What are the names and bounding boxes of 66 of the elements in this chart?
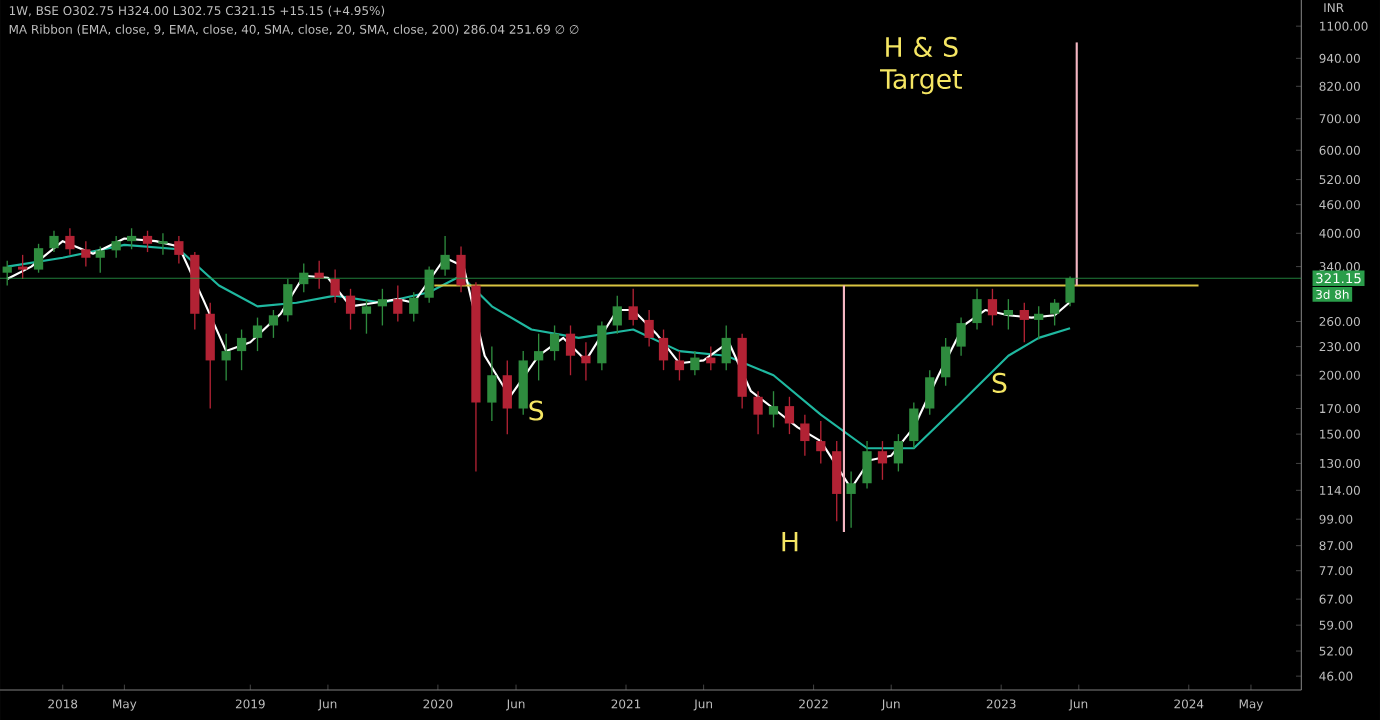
candlestick bbox=[393, 284, 403, 323]
candlestick bbox=[1034, 305, 1044, 341]
candlestick bbox=[142, 230, 153, 253]
candlestick bbox=[81, 240, 91, 268]
candlestick bbox=[158, 232, 168, 256]
candlestick bbox=[205, 302, 215, 410]
candlestick bbox=[549, 324, 560, 362]
candlestick bbox=[33, 243, 44, 274]
candlestick bbox=[956, 316, 966, 357]
candlestick bbox=[534, 333, 544, 382]
candlestick bbox=[909, 401, 919, 449]
candlestick bbox=[877, 440, 888, 481]
candlestick bbox=[674, 350, 685, 382]
candlestick bbox=[832, 440, 842, 522]
candlestick bbox=[174, 235, 184, 265]
candlestick bbox=[456, 245, 466, 293]
annotation: S bbox=[529, 400, 544, 421]
candlestick bbox=[1019, 302, 1029, 343]
candlestick bbox=[487, 345, 497, 422]
candlestick bbox=[1065, 275, 1075, 307]
candlestick bbox=[111, 235, 121, 259]
candlestick bbox=[361, 298, 372, 335]
candlestick bbox=[2, 259, 12, 287]
candlestick bbox=[893, 433, 904, 473]
candlestick bbox=[440, 235, 450, 277]
annotation: S bbox=[992, 372, 1007, 393]
candlestick bbox=[784, 396, 795, 435]
candlestick bbox=[330, 268, 340, 304]
candlestick bbox=[846, 470, 856, 529]
candlestick bbox=[768, 390, 779, 429]
candlestick bbox=[18, 254, 28, 280]
candlestick bbox=[345, 288, 356, 331]
candlestick bbox=[424, 265, 434, 304]
candlestick bbox=[409, 291, 419, 323]
candlestick bbox=[126, 227, 137, 250]
candlestick bbox=[644, 309, 654, 348]
candlestick bbox=[816, 420, 826, 465]
candlestick bbox=[658, 328, 669, 371]
candlestick bbox=[753, 390, 763, 435]
candlestick bbox=[377, 288, 388, 327]
candlestick bbox=[612, 294, 622, 335]
candlestick bbox=[252, 316, 263, 352]
candlestick bbox=[581, 341, 591, 382]
candlestick bbox=[283, 278, 293, 323]
candlestick bbox=[502, 359, 512, 435]
candlestick bbox=[565, 324, 576, 376]
candlestick bbox=[972, 288, 982, 331]
candlestick bbox=[236, 328, 247, 371]
candlestick bbox=[721, 324, 731, 371]
annotation: H bbox=[782, 531, 798, 552]
candlestick bbox=[987, 288, 998, 327]
candlestick bbox=[925, 369, 935, 416]
candlestick bbox=[1050, 298, 1060, 327]
candlestick bbox=[65, 227, 75, 256]
candlestick bbox=[628, 288, 638, 327]
candlestick bbox=[862, 440, 872, 490]
candlestick bbox=[221, 333, 231, 382]
candlestick bbox=[268, 309, 279, 339]
candlestick bbox=[690, 350, 700, 376]
annotation: H & S Target bbox=[880, 36, 962, 95]
candlestick bbox=[941, 337, 951, 387]
candlestick bbox=[95, 245, 105, 274]
candlestick bbox=[1003, 298, 1014, 331]
candlestick bbox=[49, 230, 59, 253]
candlestick bbox=[800, 413, 810, 457]
candlestick bbox=[597, 320, 607, 371]
